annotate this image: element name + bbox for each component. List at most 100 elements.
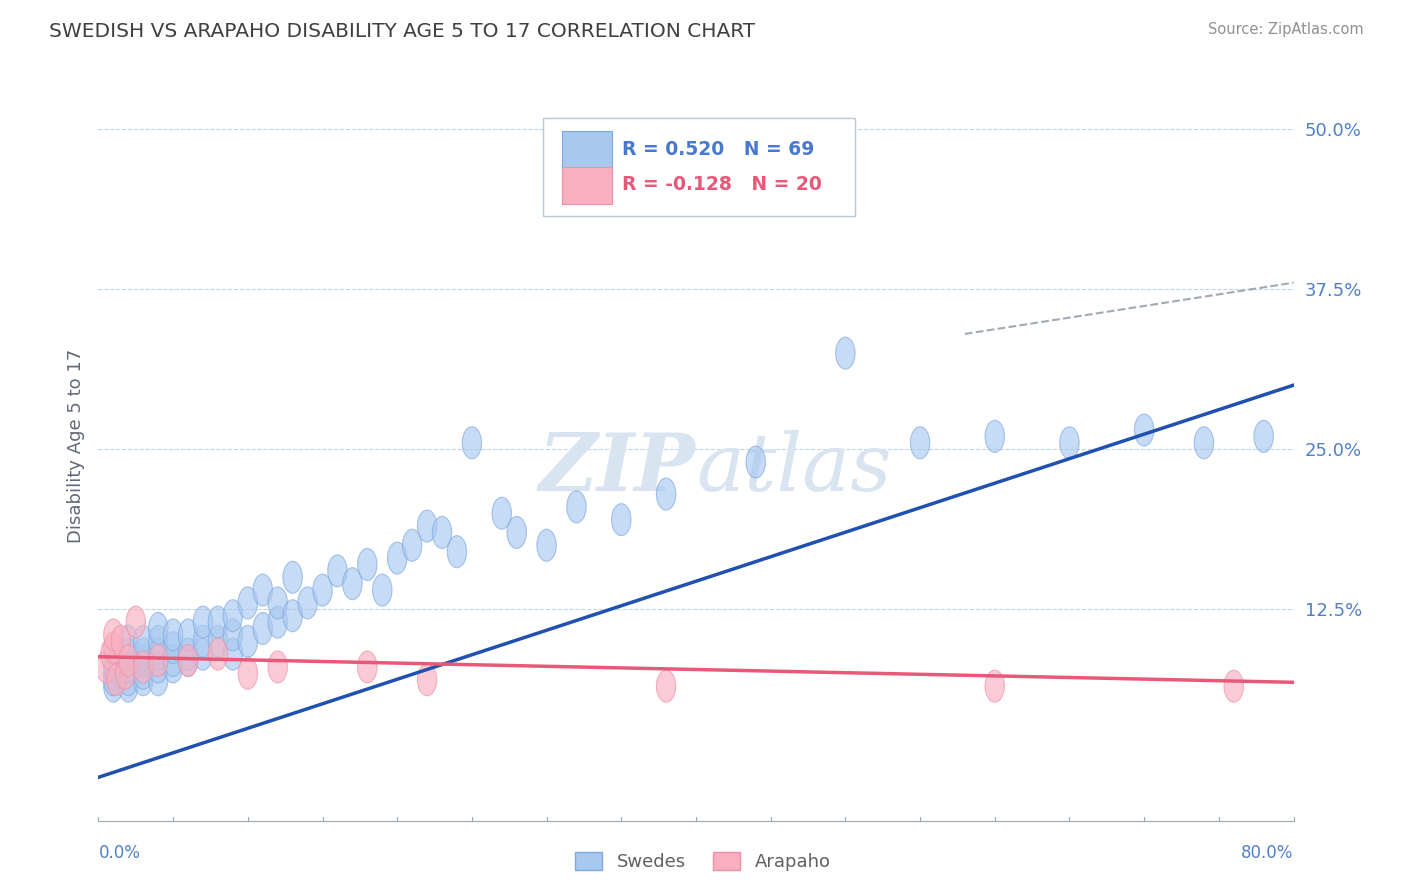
Ellipse shape — [567, 491, 586, 523]
Ellipse shape — [508, 516, 526, 549]
Ellipse shape — [179, 619, 198, 651]
Ellipse shape — [127, 606, 145, 638]
Ellipse shape — [986, 670, 1004, 702]
Ellipse shape — [118, 670, 138, 702]
Ellipse shape — [118, 664, 138, 696]
Ellipse shape — [283, 599, 302, 632]
Ellipse shape — [418, 664, 437, 696]
Ellipse shape — [388, 542, 406, 574]
Ellipse shape — [269, 651, 287, 683]
Ellipse shape — [149, 664, 167, 696]
Legend: Swedes, Arapaho: Swedes, Arapaho — [568, 846, 838, 879]
Ellipse shape — [118, 625, 138, 657]
Ellipse shape — [463, 426, 482, 458]
Ellipse shape — [179, 645, 198, 676]
Ellipse shape — [253, 574, 273, 606]
Ellipse shape — [118, 645, 138, 676]
Text: atlas: atlas — [696, 430, 891, 508]
Ellipse shape — [104, 670, 124, 702]
Ellipse shape — [253, 613, 273, 645]
Ellipse shape — [357, 549, 377, 581]
Y-axis label: Disability Age 5 to 17: Disability Age 5 to 17 — [66, 349, 84, 543]
Ellipse shape — [193, 606, 212, 638]
Ellipse shape — [910, 426, 929, 458]
Ellipse shape — [179, 638, 198, 670]
Ellipse shape — [447, 536, 467, 567]
Ellipse shape — [1194, 426, 1213, 458]
Ellipse shape — [224, 638, 243, 670]
Ellipse shape — [238, 625, 257, 657]
FancyBboxPatch shape — [543, 118, 855, 216]
Text: ZIP: ZIP — [538, 430, 696, 508]
Ellipse shape — [107, 664, 127, 696]
Ellipse shape — [343, 567, 363, 599]
Ellipse shape — [835, 337, 855, 369]
Ellipse shape — [134, 664, 153, 696]
Ellipse shape — [149, 638, 167, 670]
Text: Source: ZipAtlas.com: Source: ZipAtlas.com — [1208, 22, 1364, 37]
Ellipse shape — [357, 651, 377, 683]
Ellipse shape — [492, 497, 512, 529]
Ellipse shape — [104, 664, 124, 696]
Ellipse shape — [702, 177, 721, 209]
Ellipse shape — [283, 561, 302, 593]
Text: SWEDISH VS ARAPAHO DISABILITY AGE 5 TO 17 CORRELATION CHART: SWEDISH VS ARAPAHO DISABILITY AGE 5 TO 1… — [49, 22, 755, 41]
Ellipse shape — [134, 625, 153, 657]
Ellipse shape — [418, 510, 437, 542]
Ellipse shape — [402, 529, 422, 561]
Ellipse shape — [269, 606, 287, 638]
Ellipse shape — [101, 638, 120, 670]
Ellipse shape — [1060, 426, 1080, 458]
Ellipse shape — [298, 587, 318, 619]
Ellipse shape — [328, 555, 347, 587]
Ellipse shape — [432, 516, 451, 549]
Ellipse shape — [193, 638, 212, 670]
Ellipse shape — [104, 657, 124, 690]
Ellipse shape — [149, 651, 167, 683]
Ellipse shape — [134, 645, 153, 676]
Text: R = -0.128   N = 20: R = -0.128 N = 20 — [621, 175, 821, 194]
Ellipse shape — [163, 645, 183, 676]
Ellipse shape — [208, 606, 228, 638]
Ellipse shape — [134, 651, 153, 683]
Ellipse shape — [238, 657, 257, 690]
Ellipse shape — [238, 587, 257, 619]
Ellipse shape — [179, 645, 198, 676]
Ellipse shape — [312, 574, 332, 606]
Ellipse shape — [208, 625, 228, 657]
Ellipse shape — [269, 587, 287, 619]
Ellipse shape — [134, 657, 153, 690]
Ellipse shape — [134, 638, 153, 670]
Ellipse shape — [612, 504, 631, 536]
Ellipse shape — [118, 638, 138, 670]
Ellipse shape — [149, 645, 167, 676]
Ellipse shape — [657, 670, 676, 702]
Text: 80.0%: 80.0% — [1241, 844, 1294, 862]
Ellipse shape — [115, 657, 135, 690]
Ellipse shape — [537, 529, 557, 561]
Ellipse shape — [104, 632, 124, 664]
Ellipse shape — [96, 651, 115, 683]
Ellipse shape — [1254, 420, 1274, 452]
FancyBboxPatch shape — [562, 167, 613, 204]
Text: R = 0.520   N = 69: R = 0.520 N = 69 — [621, 140, 814, 159]
Ellipse shape — [747, 446, 765, 478]
Ellipse shape — [657, 478, 676, 510]
Ellipse shape — [373, 574, 392, 606]
Ellipse shape — [1225, 670, 1243, 702]
Ellipse shape — [104, 619, 124, 651]
Ellipse shape — [149, 625, 167, 657]
Text: 0.0%: 0.0% — [98, 844, 141, 862]
Ellipse shape — [224, 619, 243, 651]
Ellipse shape — [193, 625, 212, 657]
Ellipse shape — [1135, 414, 1154, 446]
Ellipse shape — [149, 613, 167, 645]
Ellipse shape — [163, 632, 183, 664]
Ellipse shape — [104, 651, 124, 683]
Ellipse shape — [111, 625, 131, 657]
Ellipse shape — [163, 619, 183, 651]
Ellipse shape — [224, 599, 243, 632]
Ellipse shape — [208, 638, 228, 670]
Ellipse shape — [118, 651, 138, 683]
FancyBboxPatch shape — [562, 131, 613, 169]
